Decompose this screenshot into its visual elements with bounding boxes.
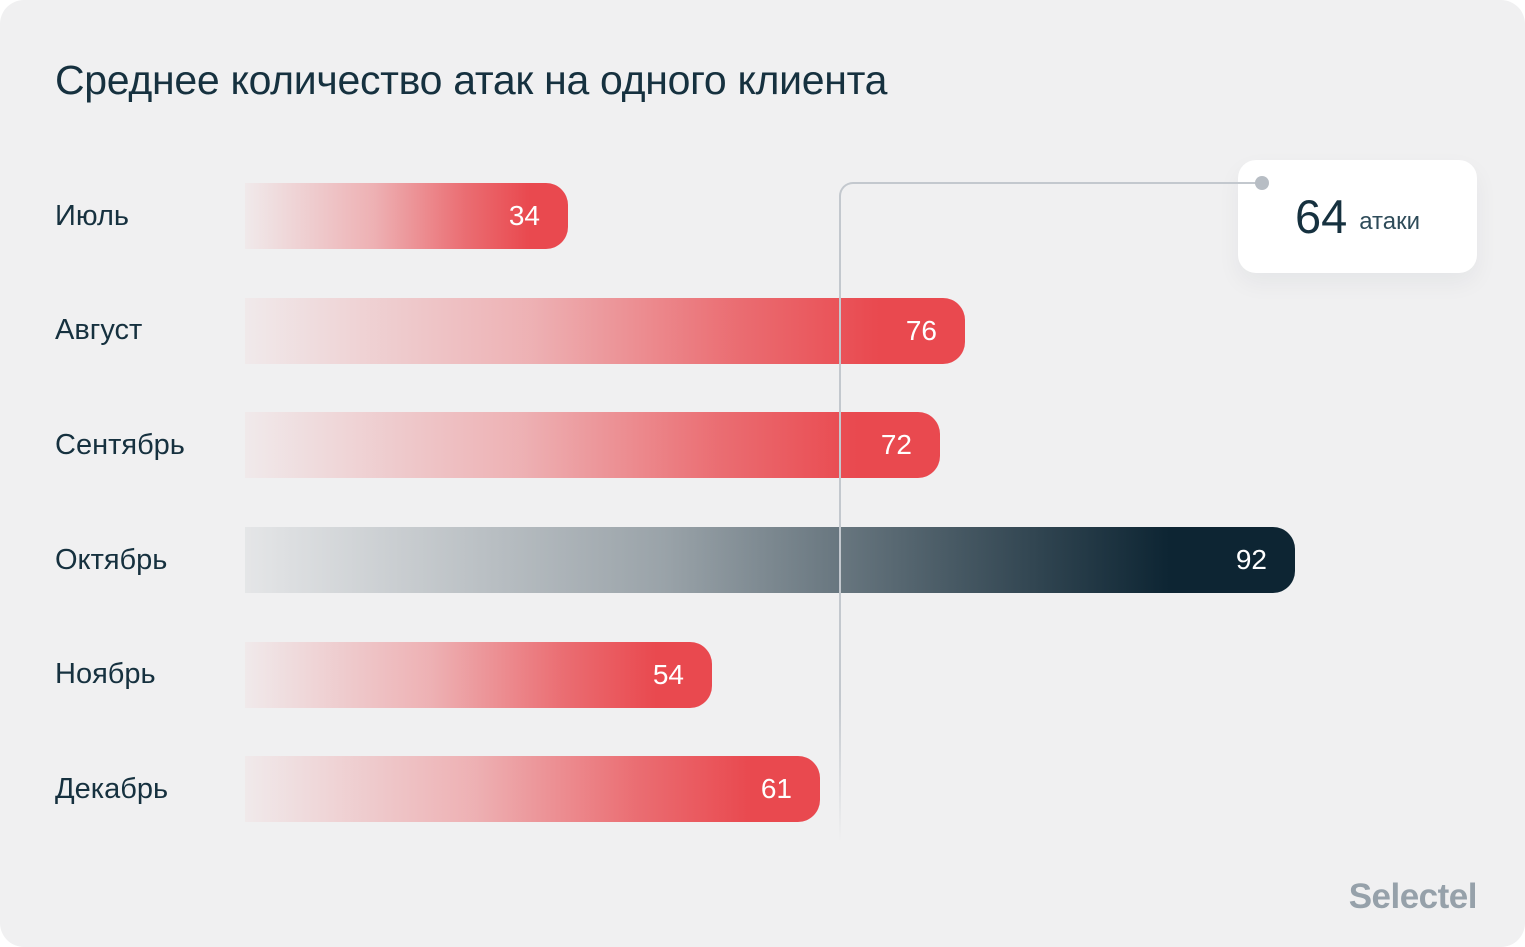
- category-label: Июль: [55, 199, 129, 232]
- chart-row: Ноябрь 54: [55, 617, 1475, 732]
- chart-title: Среднее количество атак на одного клиент…: [55, 57, 888, 103]
- bar: 76: [245, 297, 965, 364]
- chart-row: Октябрь 92: [55, 503, 1475, 618]
- average-line-vertical: [839, 198, 841, 842]
- selectel-logo: Selectel: [1348, 877, 1478, 916]
- average-callout-card: 64 атаки: [1238, 160, 1477, 273]
- bar: 34: [245, 183, 568, 250]
- bar-value-label: 54: [652, 658, 684, 690]
- chart-row: Сентябрь 72: [55, 388, 1475, 503]
- bar: 61: [245, 756, 820, 823]
- chart-row: Июль 34: [55, 159, 1475, 274]
- category-label: Декабрь: [55, 772, 169, 805]
- bar-value-label: 76: [905, 314, 937, 346]
- category-label: Октябрь: [55, 543, 168, 576]
- bar-value-label: 72: [880, 429, 912, 461]
- category-label: Ноябрь: [55, 658, 156, 691]
- bar: 72: [245, 412, 940, 479]
- bar-value-label: 92: [1235, 544, 1267, 576]
- category-label: Август: [55, 314, 143, 347]
- chart-row: Декабрь 61: [55, 732, 1475, 847]
- bar-chart: Июль 34 Август 76 Сентябрь 72 Октябрь 92…: [55, 159, 1475, 847]
- category-label: Сентябрь: [55, 428, 185, 461]
- bar-value-label: 61: [760, 773, 792, 805]
- bar-value-label: 34: [508, 200, 540, 232]
- bar: 92: [245, 527, 1295, 594]
- average-unit-label: атаки: [1359, 207, 1421, 235]
- average-line-connector: [839, 182, 1262, 200]
- average-value: 64: [1294, 190, 1348, 243]
- chart-row: Август 76: [55, 274, 1475, 389]
- bar: 54: [245, 641, 712, 708]
- average-line-dot: [1255, 176, 1269, 190]
